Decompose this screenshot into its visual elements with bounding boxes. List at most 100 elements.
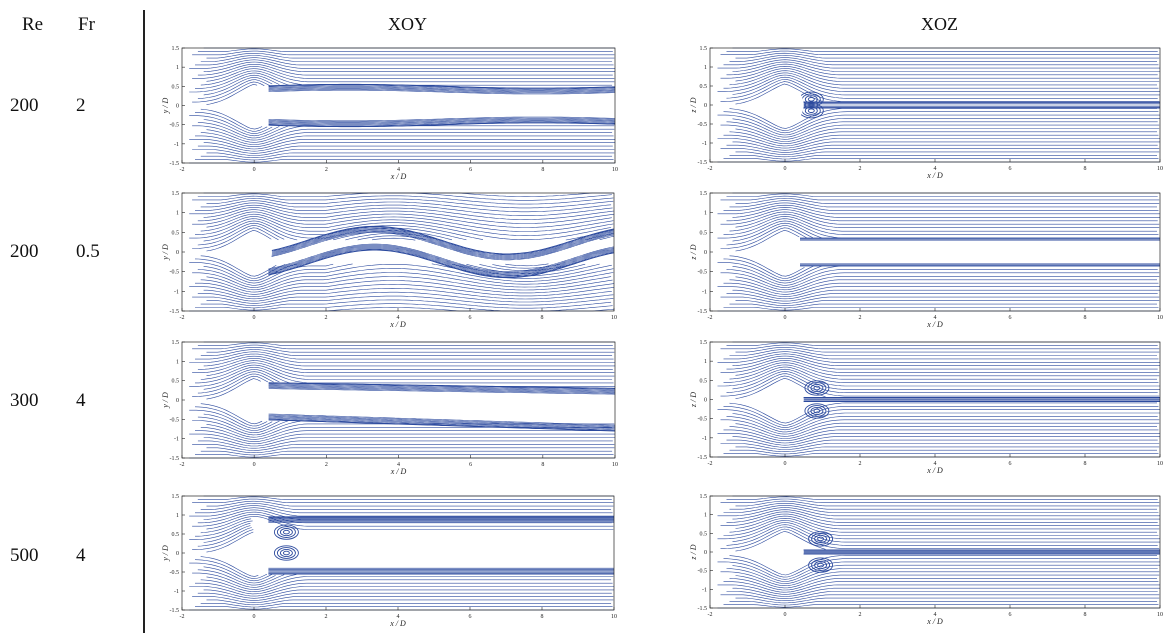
streamline: [197, 358, 613, 370]
streamline: [726, 193, 1158, 197]
streamline: [200, 518, 252, 534]
streamline: [735, 446, 1160, 452]
y-tick-label: 0.5: [172, 379, 180, 385]
y-tick-label: -1: [702, 141, 707, 147]
streamline: [726, 121, 1158, 138]
streamline: [200, 55, 613, 62]
x-tick-label: 8: [1084, 166, 1087, 172]
streamline: [189, 74, 280, 93]
streamline: [723, 366, 1159, 383]
streamline: [200, 349, 613, 356]
x-tick-label: 10: [611, 614, 617, 620]
streamline: [200, 200, 612, 213]
streamline: [192, 291, 614, 304]
cylinder: [236, 534, 272, 572]
row-4-fr: 4: [76, 545, 86, 566]
streamline: [720, 375, 1160, 397]
x-tick-label: 8: [1084, 315, 1087, 321]
x-tick-label: 2: [325, 462, 328, 468]
re-header: Re: [22, 14, 44, 35]
streamline: [192, 264, 614, 288]
streamlines: [189, 495, 614, 611]
streamline: [197, 569, 285, 586]
y-tick-label: -1.5: [170, 456, 180, 462]
streamline: [723, 218, 1159, 235]
streamline: [720, 443, 1160, 450]
streamline: [729, 601, 1157, 606]
streamline: [206, 213, 614, 236]
streamline: [735, 83, 822, 105]
streamline: [717, 138, 1160, 149]
streamline: [729, 70, 1157, 86]
streamline: [200, 556, 259, 577]
streamline: [720, 148, 1160, 155]
y-tick-label: 0.5: [700, 378, 708, 384]
y-tick-label: -1.5: [698, 160, 708, 166]
y-tick-label: -0.5: [698, 569, 708, 575]
streamline: [189, 139, 615, 150]
x-tick-label: 0: [784, 315, 787, 321]
wake-shear-line: [268, 248, 615, 277]
wake-shear-line: [268, 83, 616, 89]
row-1-re: 200: [10, 95, 39, 116]
wake-shear-line: [268, 413, 616, 426]
streamline: [735, 362, 1160, 377]
recirculation-loop: [811, 559, 831, 571]
streamline: [200, 216, 612, 240]
streamline: [200, 579, 612, 593]
streamline: [735, 52, 1160, 59]
recirculation-loop: [273, 524, 299, 540]
streamline: [723, 57, 1159, 66]
streamline: [189, 353, 615, 363]
streamline: [735, 300, 1160, 306]
recirculation-loop: [817, 536, 825, 542]
streamlines: [717, 495, 1160, 609]
x-tick-label: 10: [1157, 166, 1163, 172]
streamline: [192, 66, 615, 79]
x-tick-label: -2: [708, 461, 713, 467]
streamline: [197, 209, 612, 228]
y-tick-label: 1.5: [700, 191, 708, 197]
recirculation-loop: [804, 106, 818, 115]
streamlines: [189, 47, 616, 164]
y-tick-label: -1: [702, 289, 707, 295]
streamline: [206, 500, 614, 507]
wake-shear-line: [268, 247, 615, 276]
row-1-fr: 2: [76, 95, 86, 116]
y-tick-label: 0: [176, 104, 179, 110]
streamline: [720, 296, 1160, 304]
x-tick-label: 10: [612, 167, 618, 173]
y-tick-label: -0.5: [698, 122, 708, 128]
wake-shear-line: [268, 231, 615, 260]
x-tick-label: 2: [859, 166, 862, 172]
y-tick-label: -1.5: [170, 608, 180, 614]
streamline: [726, 48, 1158, 52]
streamline: [192, 529, 254, 550]
y-tick-label: -1.5: [170, 309, 180, 315]
streamline: [726, 373, 1158, 393]
x-tick-label: -2: [708, 612, 713, 618]
x-tick-label: 4: [397, 462, 400, 468]
streamline: [729, 517, 1157, 533]
streamlines: [189, 341, 616, 459]
streamline: [197, 592, 612, 601]
x-tick-label: 4: [934, 315, 937, 321]
wake-shear-line: [268, 88, 616, 93]
streamline: [203, 589, 614, 599]
cylinder: [766, 533, 804, 571]
recirculation-loop: [814, 561, 828, 570]
x-axis-label: x / D: [389, 619, 406, 628]
streamline: [206, 229, 549, 267]
x-tick-label: 0: [253, 315, 256, 321]
streamline: [203, 142, 615, 152]
streamline: [189, 280, 615, 297]
streamline: [206, 599, 614, 606]
recirculation-loop: [810, 406, 824, 416]
streamline: [195, 159, 614, 163]
streamline: [729, 216, 1157, 232]
streamline: [206, 447, 615, 454]
streamline: [195, 454, 614, 458]
streamline: [192, 444, 615, 451]
streamline: [735, 276, 1160, 291]
streamline: [206, 268, 614, 291]
